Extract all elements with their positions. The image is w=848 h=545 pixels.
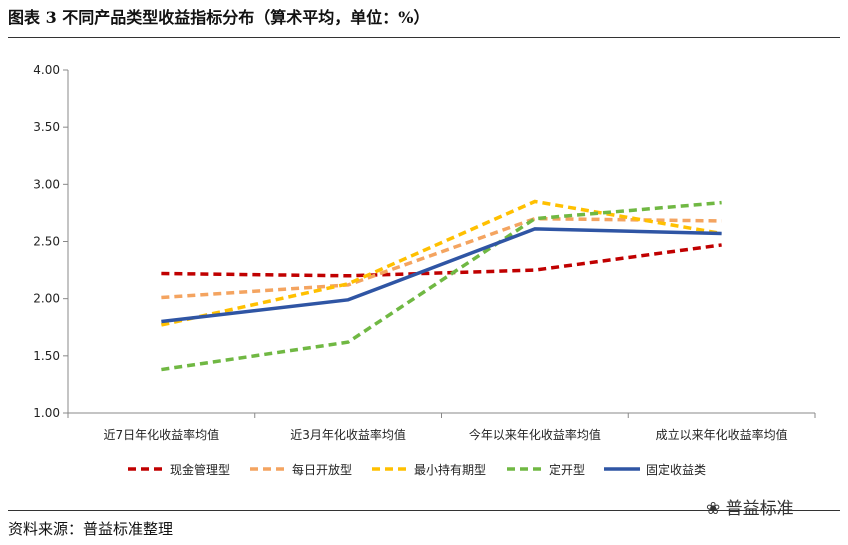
series-line-1	[161, 216, 722, 300]
legend-label: 每日开放型	[292, 462, 352, 477]
bottom-rule	[8, 510, 840, 511]
legend-label: 定开型	[549, 462, 585, 477]
series-line-0	[161, 243, 722, 278]
x-tick-label: 今年以来年化收益率均值	[469, 427, 601, 442]
x-tick-label: 近7日年化收益率均值	[104, 427, 220, 442]
series-line-4	[161, 227, 722, 324]
line-chart: 1.00 1.50 2.00 2.50 3.00 3.50 4.00 近7日年化收益率均值 近3…	[33, 63, 816, 477]
wechat-icon: ❀	[706, 499, 726, 519]
legend-label: 固定收益类	[646, 462, 706, 477]
series-line-2	[160, 199, 722, 327]
legend-label: 最小持有期型	[414, 462, 486, 477]
y-tick-label: 3.50	[33, 120, 60, 134]
y-tick-label: 4.00	[33, 63, 60, 77]
top-rule	[8, 37, 840, 38]
watermark: ❀ 普益标准	[706, 499, 794, 519]
y-tick-label: 1.50	[33, 349, 60, 363]
y-tick-label: 1.00	[33, 406, 60, 420]
figure-title: 图表 3 不同产品类型收益指标分布（算术平均，单位：%）	[8, 8, 430, 27]
y-tick-label: 2.50	[33, 235, 60, 249]
x-tick-label: 近3月年化收益率均值	[290, 427, 406, 442]
y-tick-label: 2.00	[33, 292, 60, 306]
legend-label: 现金管理型	[170, 462, 230, 477]
series-line-3	[161, 200, 722, 372]
x-tick-label: 成立以来年化收益率均值	[656, 427, 788, 442]
y-tick-label: 3.00	[33, 177, 60, 191]
source-note: 资料来源：普益标准整理	[8, 520, 174, 538]
